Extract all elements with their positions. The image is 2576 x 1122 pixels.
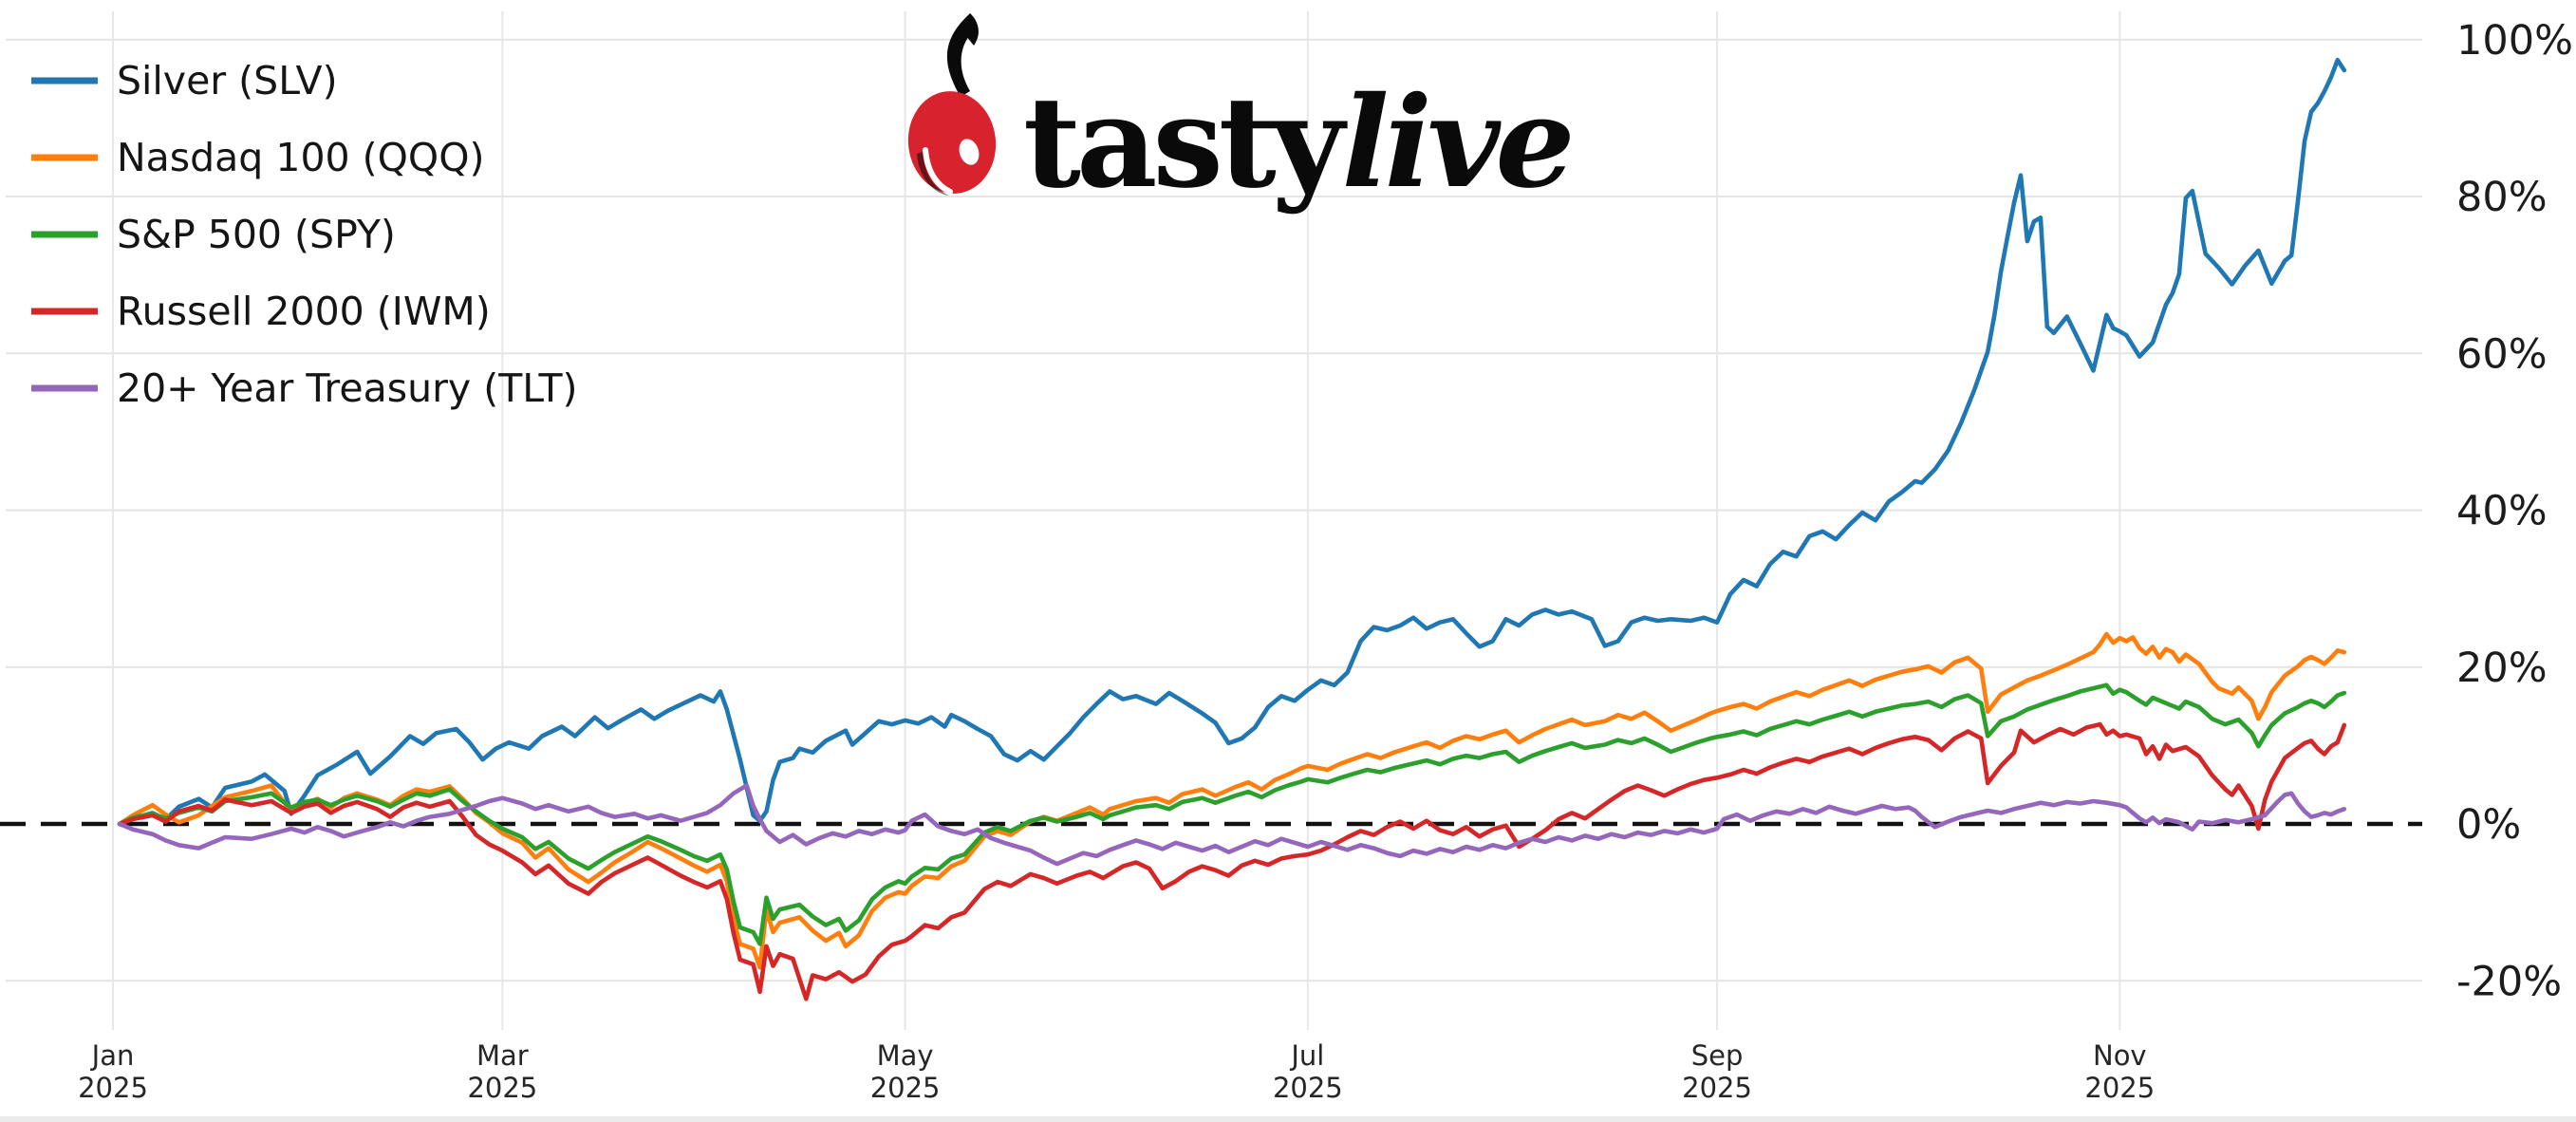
legend-item-slv: Silver (SLV) xyxy=(31,58,338,103)
series-line-tlt xyxy=(117,783,2347,867)
series-line-iwm xyxy=(117,721,2347,1001)
series-line-qqq xyxy=(117,631,2347,970)
horizontal-gridlines xyxy=(6,38,2422,982)
cherry-shade-crescent xyxy=(917,152,949,196)
x-tick-month-mar: Mar xyxy=(476,1039,529,1072)
y-tick-label-100: 100% xyxy=(2456,17,2573,65)
legend-item-iwm: Russell 2000 (IWM) xyxy=(31,289,491,334)
legend-item-qqq: Nasdaq 100 (QQQ) xyxy=(31,135,484,180)
tastylive-logo: tastylive xyxy=(907,13,1575,216)
legend-label-tlt: 20+ Year Treasury (TLT) xyxy=(117,365,578,411)
x-tick-month-may: May xyxy=(877,1039,934,1072)
month-gridlines xyxy=(112,11,2121,1030)
y-tick-label-0: 0% xyxy=(2456,801,2521,849)
x-tick-month-jul: Jul xyxy=(1289,1039,1324,1072)
cherry-stem-tip xyxy=(966,13,979,46)
x-tick-month-nov: Nov xyxy=(2093,1039,2147,1072)
x-axis-tick-labels: Jan2025Mar2025May2025Jul2025Sep2025Nov20… xyxy=(78,1039,2155,1104)
legend-label-iwm: Russell 2000 (IWM) xyxy=(117,289,491,334)
y-tick-label-40: 40% xyxy=(2456,488,2548,535)
legend-label-qqq: Nasdaq 100 (QQQ) xyxy=(117,135,484,180)
x-tick-year-mar: 2025 xyxy=(467,1072,537,1104)
chart-legend: Silver (SLV) Nasdaq 100 (QQQ) S&P 500 (SPY… xyxy=(31,58,578,411)
cherry-body xyxy=(907,91,997,194)
legend-item-spy: S&P 500 (SPY) xyxy=(31,212,396,257)
x-tick-year-jul: 2025 xyxy=(1273,1072,1343,1104)
cherry-highlight-crescent xyxy=(923,147,953,195)
x-tick-year-jan: 2025 xyxy=(78,1072,148,1104)
x-tick-month-sep: Sep xyxy=(1691,1039,1744,1072)
screen-bottom-edge xyxy=(0,1116,2576,1122)
series-line-spy xyxy=(117,683,2347,946)
x-tick-year-may: 2025 xyxy=(870,1072,941,1104)
series-lines xyxy=(117,57,2347,1001)
logo-word-live: live xyxy=(1342,69,1571,216)
logo-wordmark: tastylive xyxy=(1023,69,1570,216)
y-tick-label-80: 80% xyxy=(2456,174,2548,221)
legend-label-spy: S&P 500 (SPY) xyxy=(117,212,396,257)
y-axis-tick-labels: 100% 80% 60% 40% 20% 0% -20% xyxy=(2456,17,2573,1006)
y-tick-label-20: 20% xyxy=(2456,645,2548,692)
legend-label-slv: Silver (SLV) xyxy=(117,58,338,103)
legend-item-tlt: 20+ Year Treasury (TLT) xyxy=(31,365,578,411)
x-tick-year-sep: 2025 xyxy=(1682,1072,1752,1104)
y-tick-label-60: 60% xyxy=(2456,330,2548,378)
x-tick-month-jan: Jan xyxy=(90,1039,135,1072)
cherry-highlight-dot xyxy=(959,139,980,165)
cherry-icon xyxy=(907,13,997,196)
series-line-slv xyxy=(117,57,2347,827)
logo-word-tasty: tasty xyxy=(1023,69,1348,216)
y-tick-label--20: -20% xyxy=(2456,958,2562,1005)
x-tick-year-nov: 2025 xyxy=(2084,1072,2155,1104)
